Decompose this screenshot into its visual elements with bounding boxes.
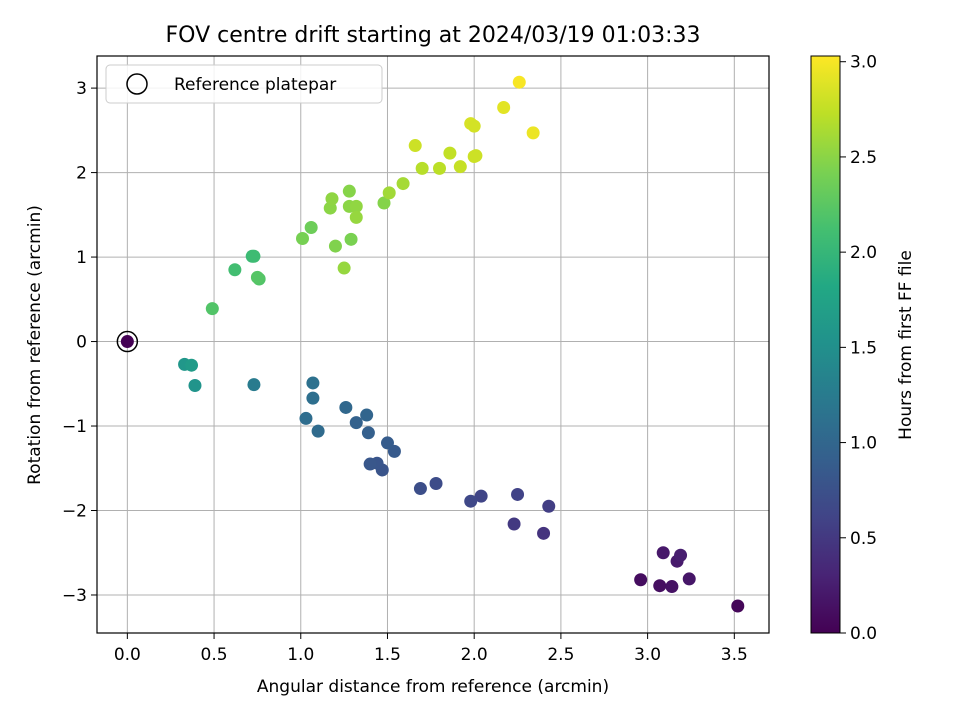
data-point bbox=[653, 579, 667, 593]
data-point bbox=[349, 210, 363, 224]
plot-frame bbox=[96, 55, 770, 634]
data-point bbox=[188, 378, 202, 392]
data-point bbox=[464, 494, 478, 508]
data-point bbox=[526, 126, 540, 140]
y-tick-label: 0 bbox=[76, 333, 87, 353]
y-tick-label: −2 bbox=[62, 502, 87, 522]
data-point bbox=[363, 457, 377, 471]
colorbar bbox=[810, 55, 841, 634]
data-point bbox=[511, 487, 525, 501]
colorbar-tick-label: 1.5 bbox=[850, 338, 877, 358]
data-point bbox=[507, 517, 521, 531]
legend: Reference platepar bbox=[105, 64, 383, 104]
data-point bbox=[656, 546, 670, 560]
x-tick-label: 3.5 bbox=[721, 645, 748, 665]
data-point bbox=[408, 139, 422, 153]
data-point bbox=[512, 75, 526, 89]
x-tick-label: 3.0 bbox=[634, 645, 661, 665]
colorbar-label: Hours from first FF file bbox=[896, 250, 916, 440]
x-axis-ticks: 0.0 0.5 1.0 1.5 2.0 2.5 3.0 3.5 bbox=[114, 633, 748, 665]
data-point bbox=[380, 436, 394, 450]
y-tick-label: 2 bbox=[76, 164, 87, 184]
data-point bbox=[360, 408, 374, 422]
colorbar-tick-label: 3.0 bbox=[850, 53, 877, 73]
y-tick-label: 1 bbox=[76, 248, 87, 268]
legend-label: Reference platepar bbox=[174, 75, 336, 95]
data-point bbox=[433, 161, 447, 175]
data-point bbox=[469, 149, 483, 163]
data-point bbox=[247, 249, 261, 263]
x-tick-label: 2.5 bbox=[547, 645, 574, 665]
colorbar-tick-label: 2.5 bbox=[850, 148, 877, 168]
x-tick-label: 1.0 bbox=[287, 645, 314, 665]
colorbar-tick-label: 1.0 bbox=[850, 434, 877, 454]
data-point bbox=[337, 261, 351, 275]
data-point bbox=[228, 263, 242, 277]
data-point bbox=[349, 199, 363, 213]
data-point bbox=[413, 482, 427, 496]
colorbar-tick-label: 2.0 bbox=[850, 243, 877, 263]
x-tick-label: 0.0 bbox=[114, 645, 141, 665]
y-tick-label: −3 bbox=[62, 586, 87, 606]
data-point bbox=[377, 196, 391, 210]
y-axis-label: Rotation from reference (arcmin) bbox=[25, 205, 45, 485]
data-point bbox=[453, 160, 467, 174]
colorbar-ticks: 0.0 0.5 1.0 1.5 2.0 2.5 3.0 bbox=[840, 53, 877, 644]
data-point bbox=[415, 161, 429, 175]
data-point bbox=[537, 526, 551, 540]
reference-platepar-marker bbox=[116, 330, 139, 353]
data-point bbox=[342, 184, 356, 198]
data-point bbox=[443, 146, 457, 160]
data-point bbox=[665, 580, 679, 594]
data-point bbox=[185, 358, 199, 372]
data-point bbox=[339, 400, 353, 414]
data-point bbox=[328, 239, 342, 253]
data-point bbox=[361, 426, 375, 440]
data-point bbox=[296, 231, 310, 245]
colorbar-tick-label: 0.0 bbox=[850, 624, 877, 644]
data-point bbox=[349, 416, 363, 430]
y-axis-ticks: 3 2 1 0 −1 −2 −3 bbox=[62, 79, 97, 606]
data-point bbox=[542, 499, 556, 513]
chart-title: FOV centre drift starting at 2024/03/19 … bbox=[166, 23, 701, 48]
data-point bbox=[299, 411, 313, 425]
data-point bbox=[731, 599, 745, 613]
data-point bbox=[396, 177, 410, 191]
data-point bbox=[682, 572, 696, 586]
data-point bbox=[311, 424, 325, 438]
data-point bbox=[306, 391, 320, 405]
data-point bbox=[674, 548, 688, 562]
x-axis-label: Angular distance from reference (arcmin) bbox=[257, 677, 609, 697]
y-tick-label: 3 bbox=[76, 79, 87, 99]
x-tick-label: 1.5 bbox=[374, 645, 401, 665]
y-tick-label: −1 bbox=[62, 417, 87, 437]
legend-marker bbox=[126, 73, 148, 95]
data-point bbox=[382, 186, 396, 200]
legend-box bbox=[105, 64, 383, 104]
x-tick-label: 2.0 bbox=[461, 645, 488, 665]
data-points bbox=[116, 75, 745, 613]
data-point bbox=[205, 302, 219, 316]
data-point bbox=[344, 232, 358, 246]
data-point bbox=[497, 101, 511, 115]
data-point bbox=[634, 573, 648, 587]
data-point bbox=[304, 220, 318, 234]
data-point bbox=[120, 335, 134, 349]
grid bbox=[97, 56, 769, 633]
data-point bbox=[429, 476, 443, 490]
data-point bbox=[250, 270, 264, 284]
data-point bbox=[247, 378, 261, 392]
data-point bbox=[467, 119, 481, 133]
data-point bbox=[474, 489, 488, 503]
x-tick-label: 0.5 bbox=[201, 645, 228, 665]
data-point bbox=[306, 376, 320, 390]
colorbar-tick-label: 0.5 bbox=[850, 529, 877, 549]
data-point bbox=[325, 192, 339, 206]
